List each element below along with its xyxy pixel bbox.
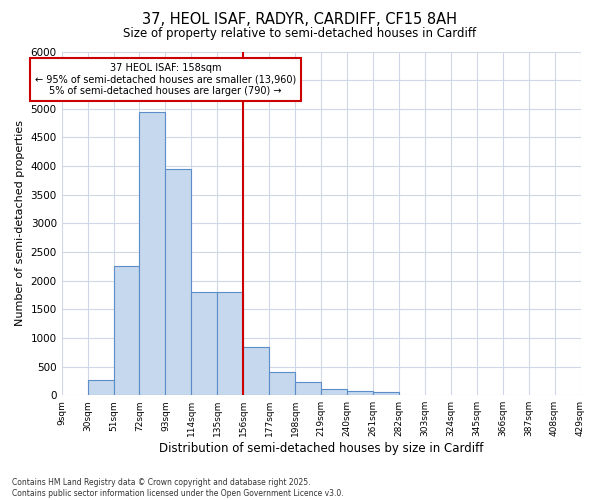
Bar [295, 382, 321, 395]
Bar [373, 392, 399, 395]
Bar [347, 391, 373, 395]
Bar [269, 372, 295, 395]
Text: 37 HEOL ISAF: 158sqm
← 95% of semi-detached houses are smaller (13,960)
5% of se: 37 HEOL ISAF: 158sqm ← 95% of semi-detac… [35, 63, 296, 96]
Y-axis label: Number of semi-detached properties: Number of semi-detached properties [15, 120, 25, 326]
Bar [191, 292, 217, 395]
Bar [113, 266, 139, 395]
Bar [243, 346, 269, 395]
Text: Contains HM Land Registry data © Crown copyright and database right 2025.
Contai: Contains HM Land Registry data © Crown c… [12, 478, 344, 498]
Bar [166, 169, 191, 395]
Bar [139, 112, 166, 395]
Text: 37, HEOL ISAF, RADYR, CARDIFF, CF15 8AH: 37, HEOL ISAF, RADYR, CARDIFF, CF15 8AH [143, 12, 458, 28]
Bar [321, 389, 347, 395]
Bar [88, 380, 113, 395]
X-axis label: Distribution of semi-detached houses by size in Cardiff: Distribution of semi-detached houses by … [159, 442, 483, 455]
Bar [217, 292, 243, 395]
Text: Size of property relative to semi-detached houses in Cardiff: Size of property relative to semi-detach… [124, 26, 476, 40]
